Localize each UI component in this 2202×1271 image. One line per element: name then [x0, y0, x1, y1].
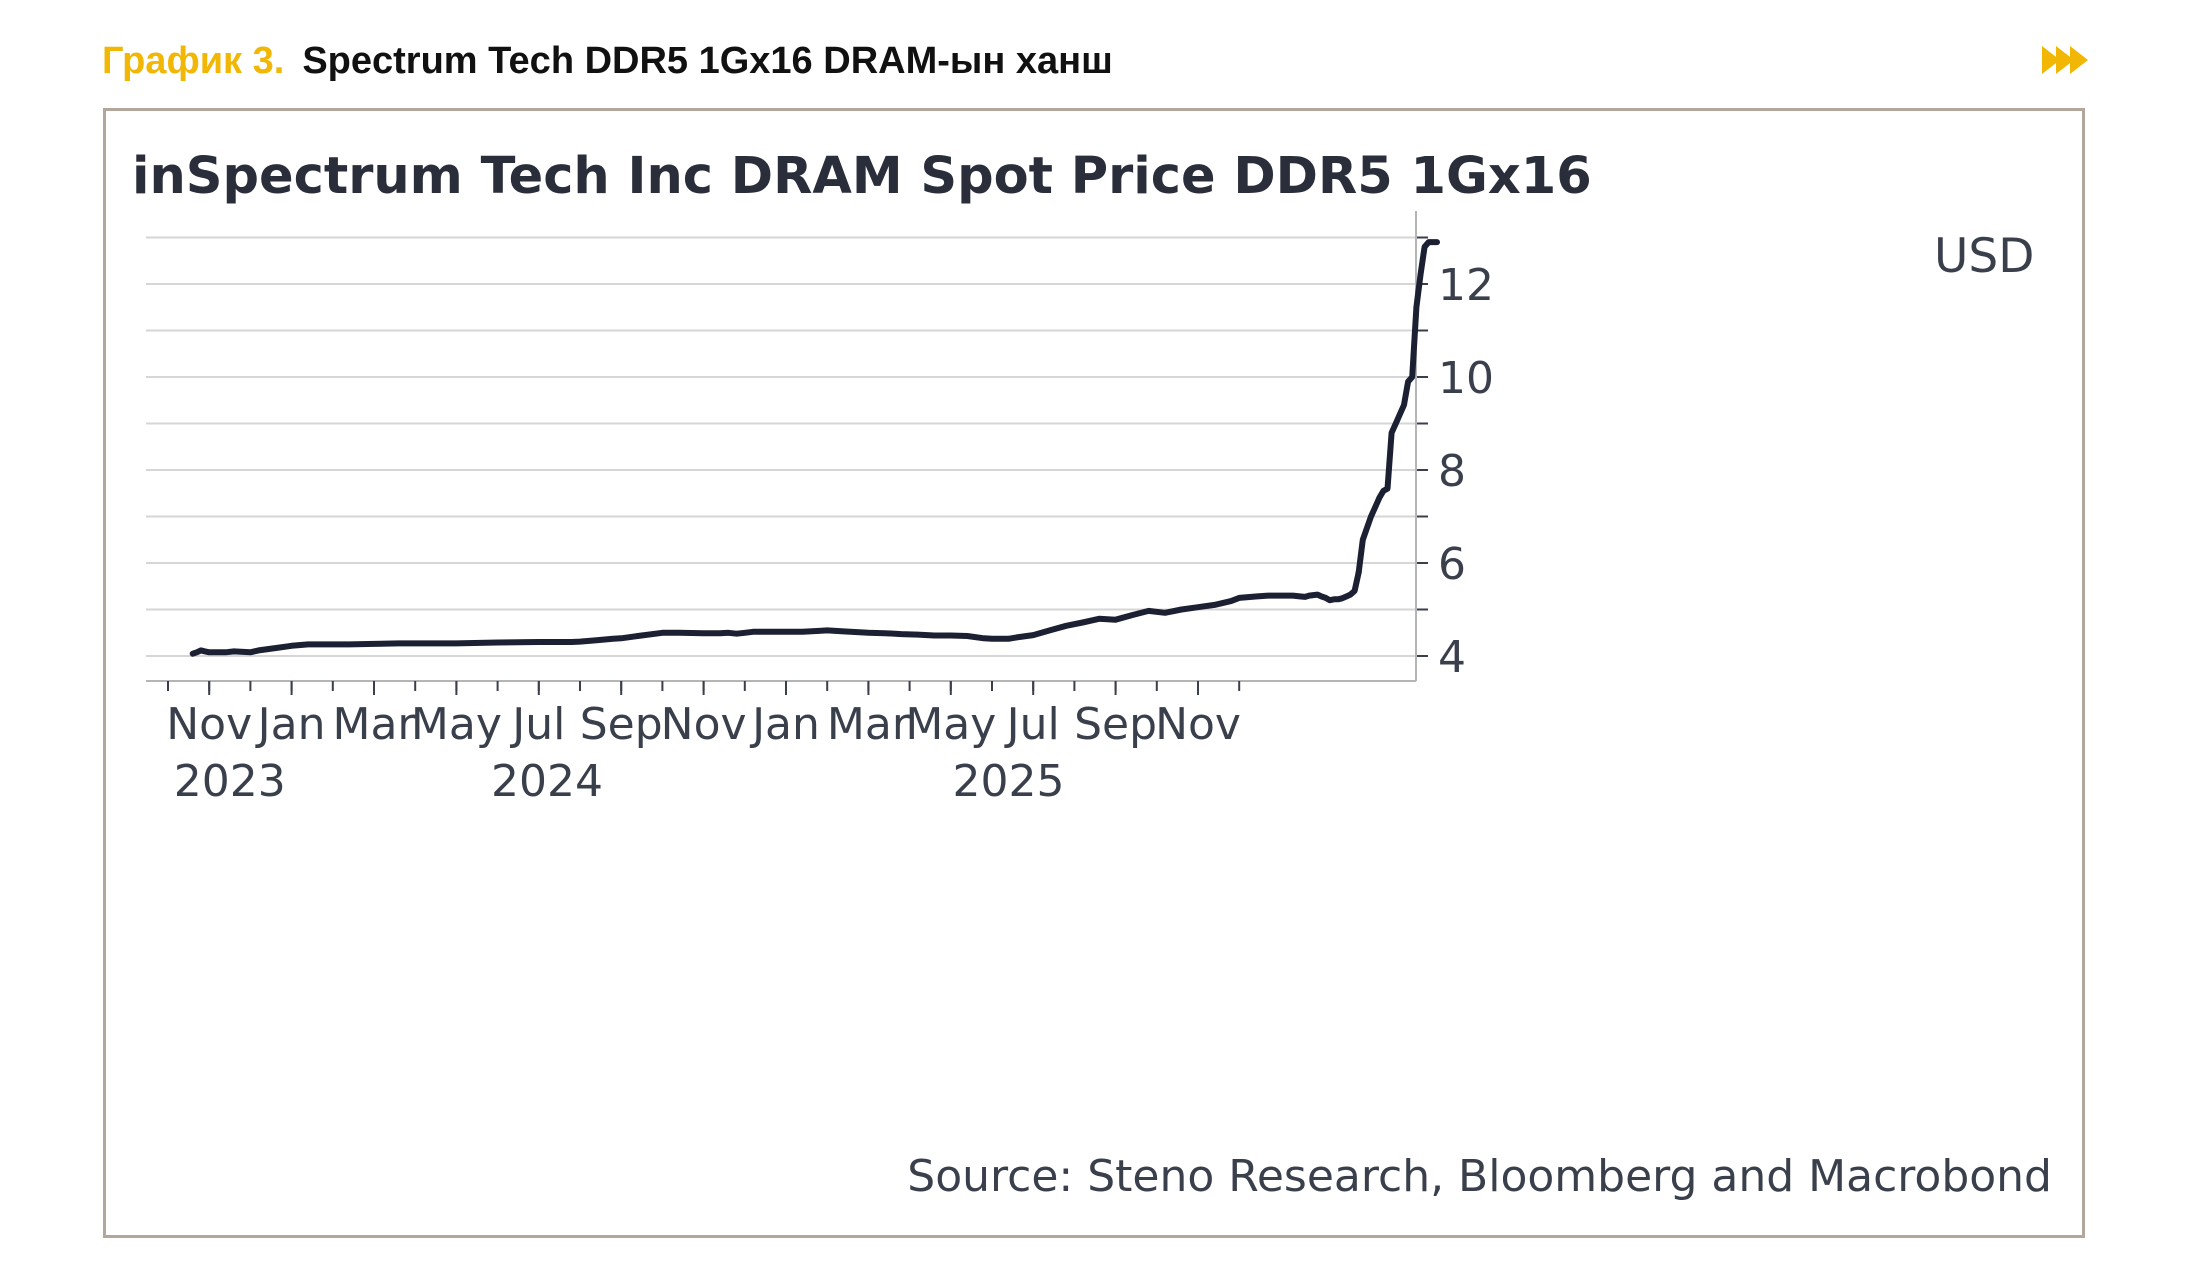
- x-tick-label: May: [411, 699, 502, 750]
- figure-title: Spectrum Tech DDR5 1Gx16 DRAM-ын ханш: [302, 39, 1113, 82]
- figure-label: График 3.: [102, 39, 285, 82]
- figure-header: График 3. Spectrum Tech DDR5 1Gx16 DRAM-…: [102, 36, 1113, 86]
- y-tick-label: 4: [1438, 632, 1466, 683]
- x-tick-label: Jan: [255, 699, 326, 750]
- x-tick-label: Mar: [827, 699, 911, 750]
- double-chevron-right-icon[interactable]: [2040, 42, 2096, 78]
- price-series-line: [1355, 239, 1440, 576]
- y-tick-label: 8: [1438, 446, 1466, 497]
- x-year-label: 2023: [174, 756, 286, 807]
- x-tick-label: Nov: [166, 699, 252, 750]
- x-tick-label: Mar: [332, 699, 416, 750]
- y-tick-label: 6: [1438, 539, 1466, 590]
- chart-frame: inSpectrum Tech Inc DRAM Spot Price DDR5…: [103, 108, 2085, 1238]
- x-tick-label: Jul: [509, 699, 565, 750]
- price-series-line: [189, 569, 1362, 657]
- y-tick-label: 12: [1438, 260, 1494, 311]
- x-year-label: 2025: [952, 756, 1064, 807]
- chart-title: inSpectrum Tech Inc DRAM Spot Price DDR5…: [132, 147, 1592, 206]
- x-tick-label: Jul: [1004, 699, 1060, 750]
- x-year-label: 2024: [491, 756, 603, 807]
- y-axis-unit-label: USD: [1934, 229, 2035, 284]
- x-tick-label: Sep: [1074, 699, 1157, 750]
- x-tick-label: Nov: [1155, 699, 1241, 750]
- x-tick-label: Sep: [580, 699, 663, 750]
- x-tick-label: Nov: [661, 699, 747, 750]
- x-tick-label: Jan: [749, 699, 820, 750]
- x-tick-label: May: [905, 699, 996, 750]
- y-tick-label: 10: [1438, 353, 1494, 404]
- source-note: Source: Steno Research, Bloomberg and Ma…: [907, 1151, 2052, 1202]
